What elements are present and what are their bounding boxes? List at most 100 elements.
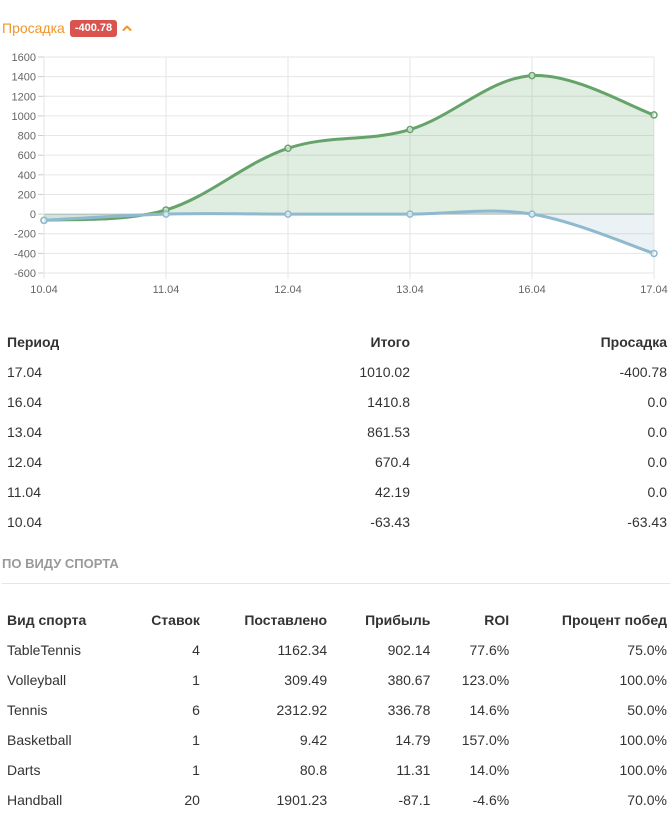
- period-row-cell: 10.04: [7, 514, 43, 530]
- y-tick-label: 0: [30, 209, 36, 221]
- x-tick-label: 10.04: [30, 284, 58, 296]
- sport-row-cell: 6: [192, 702, 200, 718]
- col-header-drawdown: Просадка: [600, 334, 667, 350]
- sport-row-cell: 77.6%: [469, 642, 510, 658]
- col-header-bets: Ставок: [151, 612, 200, 628]
- sport-row-cell: 1: [192, 732, 200, 748]
- sport-row-cell: Handball: [7, 792, 63, 808]
- period-row-cell: 0.0: [647, 394, 667, 410]
- sport-row-cell: 100.0%: [619, 672, 667, 688]
- y-tick-label: 600: [18, 150, 36, 162]
- sport-row-cell: 1: [192, 672, 200, 688]
- period-row-cell: -400.78: [619, 364, 667, 380]
- sport-row-cell: 902.14: [387, 642, 431, 658]
- period-row-cell: -63.43: [370, 514, 410, 530]
- sport-row-cell: -87.1: [398, 792, 431, 808]
- sport-row-cell: 1162.34: [277, 642, 328, 658]
- period-row-cell: 861.53: [367, 424, 410, 440]
- series-2-area: [44, 211, 654, 254]
- sport-row-cell: 1901.23: [276, 792, 328, 808]
- y-tick-label: 800: [18, 131, 36, 143]
- y-tick-label: -600: [14, 268, 36, 280]
- sport-row-cell: 14.79: [395, 732, 431, 748]
- series-1-area: [44, 75, 654, 221]
- sport-row-cell: Darts: [7, 762, 41, 778]
- col-header-sport: Вид спорта: [7, 612, 87, 628]
- series-2-point: [162, 210, 170, 218]
- period-row-cell: 0.0: [647, 424, 667, 440]
- y-tick-label: -200: [14, 229, 36, 241]
- sport-row-cell: 100.0%: [619, 762, 667, 778]
- sport-row-cell: Basketball: [7, 732, 72, 748]
- series-2-point: [40, 216, 48, 225]
- drawdown-badge: -400.78: [69, 19, 118, 37]
- col-header-period: Период: [7, 334, 60, 350]
- sport-row-cell: 50.0%: [627, 702, 667, 718]
- sport-row-cell: 4: [192, 642, 200, 658]
- series-2-point: [406, 210, 414, 218]
- section-title-by-sport: ПО ВИДУ СПОРТА: [2, 556, 670, 584]
- col-header-staked: Поставлено: [244, 612, 328, 628]
- period-row-cell: -63.43: [627, 514, 667, 530]
- sport-row: Basketball 1 9.42 14.79 157.0% 100.0%: [2, 725, 672, 755]
- period-row-cell: 1010.02: [359, 364, 410, 380]
- series-1-point: [406, 125, 414, 134]
- sport-row-cell: 100.0%: [619, 732, 667, 748]
- sport-row-cell: 157.0%: [461, 732, 510, 748]
- sport-table-header: Вид спорта Ставок Поставлено Прибыль ROI…: [2, 605, 672, 635]
- period-row-cell: 0.0: [647, 484, 667, 500]
- sport-row-cell: 2312.92: [276, 702, 328, 718]
- series-2-point: [284, 210, 292, 218]
- col-header-win-percent: Процент побед: [561, 612, 667, 628]
- series-1-point: [284, 144, 292, 153]
- period-row: 11.04 42.19 0.0: [2, 477, 672, 507]
- y-tick-label: -400: [14, 248, 36, 260]
- period-row-cell: 12.04: [7, 454, 43, 470]
- period-row-cell: 0.0: [647, 454, 667, 470]
- period-row-cell: 42.19: [374, 484, 410, 500]
- drawdown-title[interactable]: Просадка: [2, 20, 65, 36]
- period-row-cell: 1410.8: [367, 394, 410, 410]
- sport-row: TableTennis 4 1162.34 902.14 77.6% 75.0%: [2, 635, 672, 665]
- series-1-point: [650, 111, 658, 119]
- sport-row-cell: 20: [184, 792, 200, 808]
- series-2-point: [650, 249, 658, 258]
- sport-row-cell: Tennis: [7, 702, 48, 718]
- sport-table: Вид спорта Ставок Поставлено Прибыль ROI…: [2, 605, 672, 814]
- chevron-up-icon[interactable]: [122, 23, 132, 33]
- period-row-cell: 670.4: [374, 454, 410, 470]
- period-row: 16.04 1410.8 0.0: [2, 387, 672, 417]
- section-title-text: ПО ВИДУ СПОРТА: [2, 556, 119, 571]
- sport-row-cell: TableTennis: [7, 642, 81, 658]
- period-row: 13.04 861.53 0.0: [2, 417, 672, 447]
- period-row-cell: 17.04: [7, 364, 43, 380]
- drawdown-header[interactable]: Просадка -400.78: [2, 19, 132, 37]
- period-row-cell: 11.04: [7, 484, 41, 500]
- series-2-line: [43, 209, 655, 255]
- x-tick-label: 16.04: [518, 284, 546, 296]
- y-tick-label: 200: [18, 189, 36, 201]
- period-row: 17.04 1010.02 -400.78: [2, 357, 672, 387]
- x-tick-label: 13.04: [396, 284, 424, 296]
- x-tick-label: 12.04: [274, 284, 302, 296]
- y-tick-label: 1400: [12, 72, 36, 84]
- y-tick-label: 400: [18, 170, 36, 182]
- sport-row-cell: 70.0%: [627, 792, 667, 808]
- x-tick-label: 11.04: [153, 284, 180, 296]
- y-tick-label: 1600: [12, 52, 36, 64]
- sport-row-cell: 75.0%: [627, 642, 667, 658]
- sport-row-cell: -4.6%: [472, 792, 510, 808]
- sport-row-cell: 14.0%: [469, 762, 510, 778]
- sport-row-cell: 1: [192, 762, 200, 778]
- series-2-point: [528, 210, 536, 218]
- series-1-point: [528, 71, 536, 80]
- sport-row-cell: 14.6%: [469, 702, 510, 718]
- y-tick-label: 1000: [12, 111, 36, 123]
- x-tick-label: 17.04: [640, 284, 668, 296]
- drawdown-chart: 1600 1400 1200 1000 800 600 400 200 0 -200 -400 -60…: [12, 52, 668, 296]
- sport-row-cell: 309.49: [284, 672, 328, 688]
- period-row-cell: 16.04: [7, 394, 43, 410]
- period-row-cell: 13.04: [7, 424, 43, 440]
- sport-row-cell: 336.78: [387, 702, 431, 718]
- sport-row: Tennis 6 2312.92 336.78 14.6% 50.0%: [2, 695, 672, 725]
